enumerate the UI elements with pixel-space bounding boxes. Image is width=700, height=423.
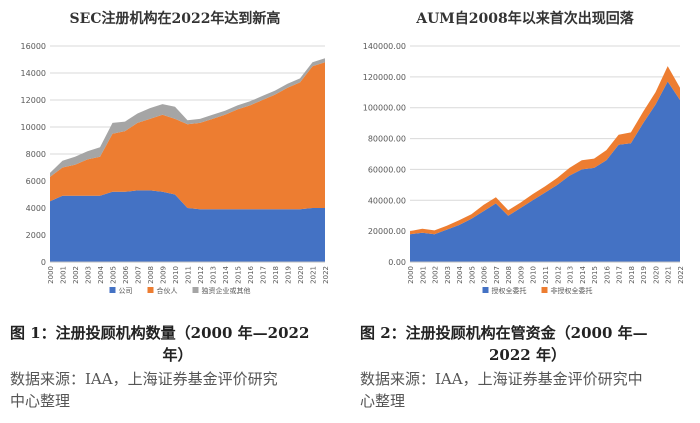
x-tick-label: 2021 — [665, 266, 673, 284]
x-tick-label: 2012 — [554, 266, 562, 284]
source-note-1: 数据来源：IAA，上海证券基金评价研究 中心整理 — [10, 368, 345, 412]
x-tick-label: 2020 — [653, 266, 661, 284]
chart-aum: 0.00 20000.00 40000.00 60000.00 80000.00 1000… — [363, 42, 685, 295]
y-tick-label: 40000.00 — [368, 196, 406, 205]
source-line: 数据来源：IAA，上海证券基金评价研究 — [10, 370, 278, 388]
x-tick-label: 2014 — [222, 265, 230, 283]
legend-swatch — [147, 287, 154, 293]
x-tick-label: 2013 — [210, 266, 218, 284]
x-tick-label: 2007 — [493, 266, 501, 284]
x-tick-label: 2001 — [419, 266, 427, 284]
x-tick-label: 2022 — [677, 266, 685, 284]
legend-swatch — [482, 287, 489, 293]
x-tick-label: 2011 — [542, 266, 550, 284]
source-note-2: 数据来源：IAA，上海证券基金评价研究中 心整理 — [360, 368, 695, 412]
x-tick-label: 2020 — [297, 266, 305, 284]
x-tick-label: 2022 — [322, 266, 330, 284]
legend-label: 合伙人 — [157, 286, 178, 295]
x-tick-label: 2018 — [272, 266, 280, 284]
area-series-2 — [50, 62, 325, 210]
legend-label: 公司 — [119, 287, 133, 295]
x-tick-label: 2004 — [97, 265, 105, 283]
caption-line: 2022 年） — [489, 346, 566, 364]
y-tick-label: 14000 — [21, 69, 46, 78]
legend-swatch — [109, 287, 116, 293]
x-tick-label: 2011 — [185, 266, 193, 284]
area-series-1 — [50, 190, 325, 262]
x-tick-label: 2000 — [407, 266, 415, 284]
x-tick-label: 2017 — [260, 266, 268, 284]
y-tick-label: 2000 — [26, 231, 46, 240]
chart-panel-aum: AUM自2008年以来首次出现回落 0.00 20000.00 40000.00 60… — [350, 0, 700, 300]
y-tick-label: 12000 — [21, 96, 46, 105]
x-tick-label: 2010 — [530, 266, 538, 284]
y-tick-label: 100000.00 — [363, 104, 406, 113]
x-tick-label: 2008 — [147, 266, 155, 284]
x-tick-label: 2010 — [172, 266, 180, 284]
chart-registered-firms: 0200040006000800010000120001400016000200… — [21, 42, 330, 295]
source-line: 数据来源：IAA，上海证券基金评价研究中 — [360, 370, 643, 388]
caption-line: 图 1：注册投顾机构数量（2000 年—2022 — [10, 324, 310, 342]
x-tick-label: 2019 — [640, 266, 648, 284]
caption-line: 图 2：注册投顾机构在管资金（2000 年— — [360, 324, 648, 342]
legend-label: 独资企业或其他 — [202, 286, 251, 295]
y-tick-label: 80000.00 — [368, 135, 406, 144]
y-tick-label: 20000.00 — [368, 227, 406, 236]
x-tick-label: 2003 — [444, 266, 452, 284]
figure-caption-1: 图 1：注册投顾机构数量（2000 年—2022 年） — [10, 322, 345, 366]
chart-panel-registered-firms: SEC注册机构在2022年达到新高 0 2000 4000 6000 8000 10000… — [0, 0, 350, 300]
x-tick-label: 2004 — [456, 265, 464, 283]
y-tick-label: 6000 — [26, 177, 46, 186]
source-line: 中心整理 — [10, 392, 71, 410]
y-tick-label: 8000 — [26, 150, 46, 159]
y-tick-label: 140000.00 — [363, 42, 406, 51]
legend-swatch — [541, 287, 548, 293]
x-tick-label: 2014 — [579, 265, 587, 283]
x-tick-label: 2002 — [72, 266, 80, 284]
x-tick-label: 2007 — [135, 266, 143, 284]
y-tick-label: 4000 — [26, 204, 46, 213]
chart-title: SEC注册机构在2022年达到新高 — [69, 11, 281, 27]
x-tick-label: 2013 — [567, 266, 575, 284]
x-tick-label: 2000 — [47, 266, 55, 284]
area-series-1 — [410, 81, 680, 262]
x-tick-label: 2005 — [468, 266, 476, 284]
y-tick-label: 10000 — [21, 123, 46, 132]
figure-caption-2: 图 2：注册投顾机构在管资金（2000 年— 2022 年） — [360, 322, 695, 366]
x-tick-label: 2016 — [603, 266, 611, 284]
x-tick-label: 2005 — [110, 266, 118, 284]
caption-line: 年） — [162, 346, 193, 364]
x-tick-label: 2002 — [432, 266, 440, 284]
x-tick-label: 2003 — [85, 266, 93, 284]
x-tick-label: 2018 — [628, 266, 636, 284]
x-tick-label: 2009 — [518, 266, 526, 284]
x-tick-label: 2015 — [235, 266, 243, 284]
y-tick-label: 0.00 — [388, 258, 406, 267]
chart-title: AUM自2008年以来首次出现回落 — [416, 11, 634, 27]
y-tick-label: 16000 — [21, 42, 46, 51]
x-tick-label: 2006 — [122, 265, 130, 283]
x-tick-label: 2019 — [285, 266, 293, 284]
x-tick-label: 2009 — [160, 266, 168, 284]
y-tick-label: 120000.00 — [363, 73, 406, 82]
x-tick-label: 2006 — [481, 265, 489, 283]
x-tick-label: 2017 — [616, 266, 624, 284]
x-tick-label: 2016 — [247, 265, 255, 283]
x-tick-label: 2008 — [505, 266, 513, 284]
y-tick-label: 60000.00 — [368, 165, 406, 174]
x-tick-label: 2015 — [591, 266, 599, 284]
source-line: 心整理 — [360, 392, 406, 410]
legend-swatch — [192, 287, 199, 293]
x-tick-label: 2012 — [197, 266, 205, 284]
x-tick-label: 2021 — [310, 266, 318, 284]
legend-label: 授权全委托 — [492, 286, 527, 295]
x-tick-label: 2001 — [60, 266, 68, 284]
y-tick-label: 0 — [41, 258, 46, 267]
legend-label: 非授权全委托 — [551, 286, 593, 295]
